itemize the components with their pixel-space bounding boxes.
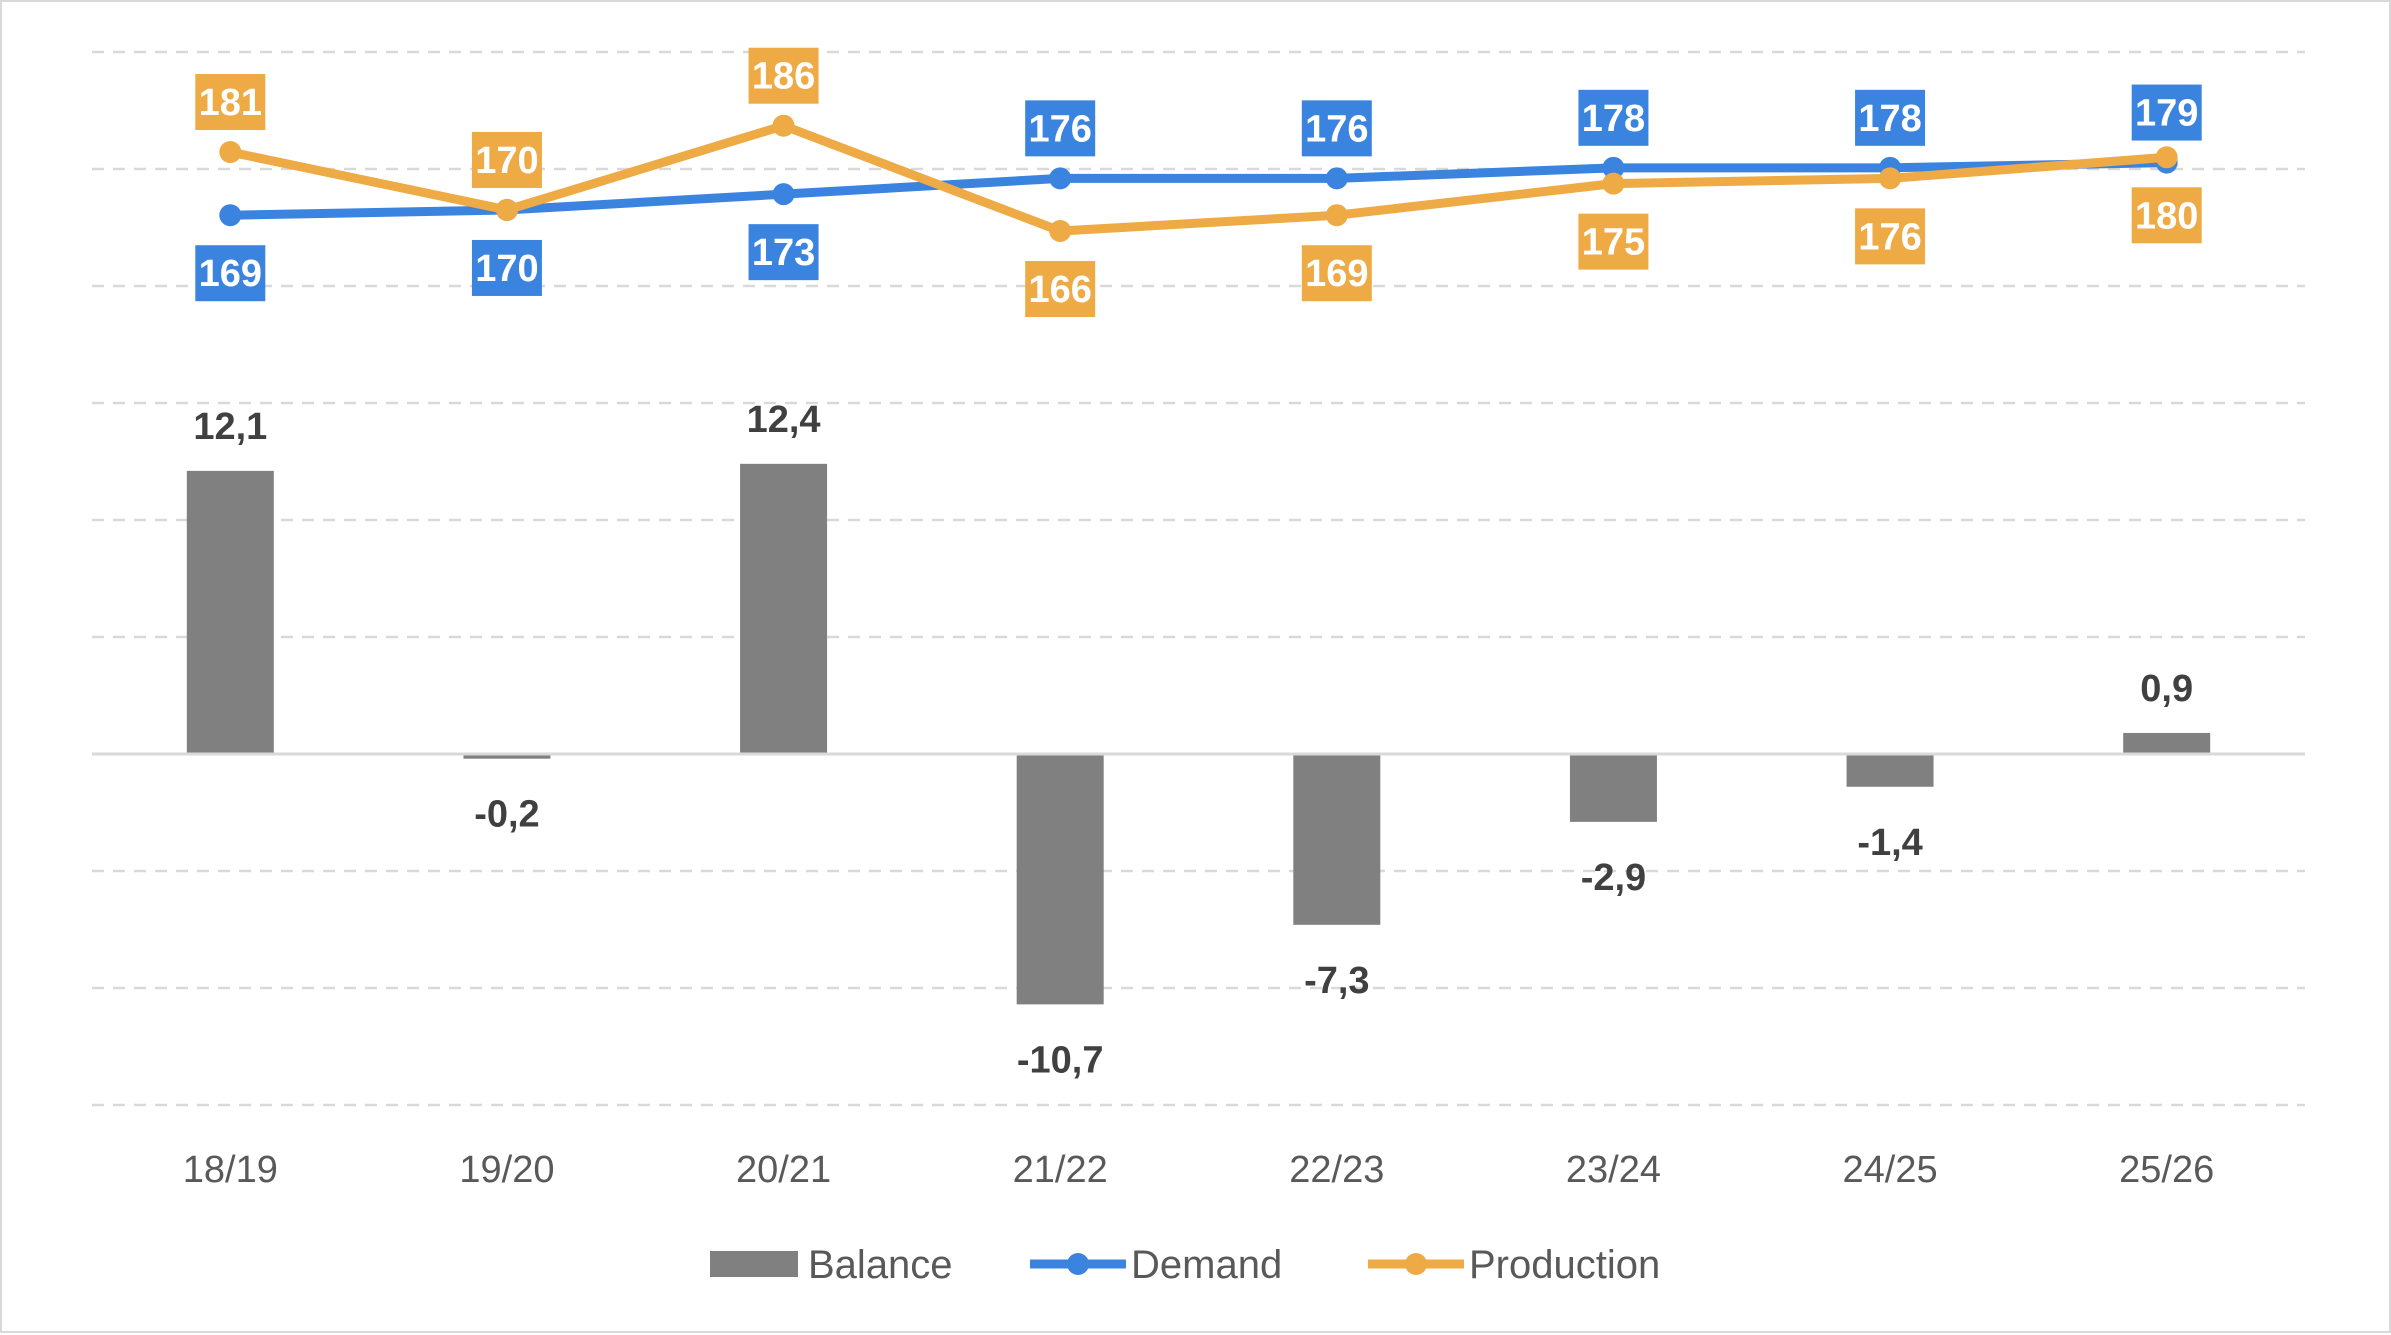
x-tick-label: 23/24	[1566, 1149, 1661, 1191]
demand-label-box	[471, 239, 542, 296]
x-tick-label: 21/22	[1013, 1149, 1108, 1191]
demand-data-label: 178	[1858, 98, 1921, 140]
production-data-label: 181	[199, 82, 262, 124]
production-point	[495, 198, 518, 221]
production-point	[2155, 146, 2178, 169]
legend-label-demand: Demand	[1131, 1243, 1282, 1287]
demand-data-label: 170	[475, 248, 538, 290]
bar-balance	[2123, 732, 2211, 754]
demand-data-label: 169	[199, 253, 262, 295]
legend-marker-production	[1405, 1253, 1427, 1275]
bar-data-label: 12,4	[747, 399, 821, 441]
demand-label-box	[1855, 89, 1926, 146]
production-label-box	[471, 131, 542, 188]
bar-data-label: 12,1	[193, 406, 267, 448]
production-line	[229, 121, 2168, 236]
legend-marker-demand	[1067, 1253, 1089, 1275]
demand-point	[219, 204, 242, 227]
x-tick-label: 25/26	[2119, 1149, 2214, 1191]
bar-data-label: -1,4	[1857, 822, 1922, 864]
production-data-label: 169	[1305, 253, 1368, 295]
production-point	[772, 114, 795, 137]
demand-label-box	[1301, 100, 1372, 157]
production-label-box	[195, 74, 266, 131]
production-label-box	[1855, 208, 1926, 265]
bar-balance	[1293, 754, 1381, 925]
bar-balance	[740, 463, 828, 754]
demand-label-box	[195, 245, 266, 302]
demand-label-box	[1578, 89, 1649, 146]
demand-point	[1325, 167, 1348, 190]
demand-point	[772, 183, 795, 206]
demand-label-box	[748, 224, 819, 281]
production-label-box	[1301, 245, 1372, 302]
production-data-label: 170	[475, 140, 538, 182]
bar-balance	[463, 754, 551, 759]
demand-label-box	[1025, 100, 1096, 157]
demand-data-label: 176	[1305, 108, 1368, 150]
production-label-box	[2131, 187, 2202, 244]
bar-data-label: -7,3	[1304, 960, 1369, 1002]
bar-balance	[186, 470, 274, 754]
production-point	[219, 141, 242, 164]
production-label-box	[1025, 261, 1096, 318]
demand-line	[230, 158, 2167, 220]
production-data-label: 176	[1858, 216, 1921, 258]
demand-point	[1049, 167, 1072, 190]
demand-data-label: 176	[1028, 108, 1091, 150]
bar-data-label: 0,9	[2140, 668, 2193, 710]
bar-balance	[1016, 754, 1104, 1005]
x-tick-label: 18/19	[183, 1149, 278, 1191]
bar-data-label: -10,7	[1017, 1039, 1104, 1081]
production-data-label: 180	[2135, 195, 2198, 237]
production-data-label: 175	[1582, 222, 1645, 264]
production-point	[1879, 167, 1902, 190]
production-data-label: 166	[1028, 269, 1091, 311]
bar-balance	[1846, 754, 1934, 787]
bar-data-label: -2,9	[1581, 857, 1646, 899]
legend-swatch-balance	[710, 1251, 798, 1277]
legend-label-balance: Balance	[808, 1243, 953, 1287]
production-point	[1049, 220, 1072, 243]
demand-data-label: 179	[2135, 93, 2198, 135]
x-tick-label: 20/21	[736, 1149, 831, 1191]
production-label-box	[748, 47, 819, 104]
x-tick-label: 24/25	[1843, 1149, 1938, 1191]
demand-data-label: 178	[1582, 98, 1645, 140]
x-tick-label: 22/23	[1289, 1149, 1384, 1191]
demand-point	[1602, 156, 1625, 179]
x-tick-label: 19/20	[459, 1149, 554, 1191]
legend-label-production: Production	[1469, 1243, 1660, 1287]
bar-data-label: -0,2	[474, 794, 539, 836]
production-point	[1602, 172, 1625, 195]
production-point	[1325, 204, 1348, 227]
production-data-label: 186	[752, 56, 815, 98]
demand-label-box	[2131, 84, 2202, 141]
demand-data-label: 173	[752, 232, 815, 274]
bar-balance	[1569, 754, 1657, 822]
production-label-box	[1578, 213, 1649, 270]
